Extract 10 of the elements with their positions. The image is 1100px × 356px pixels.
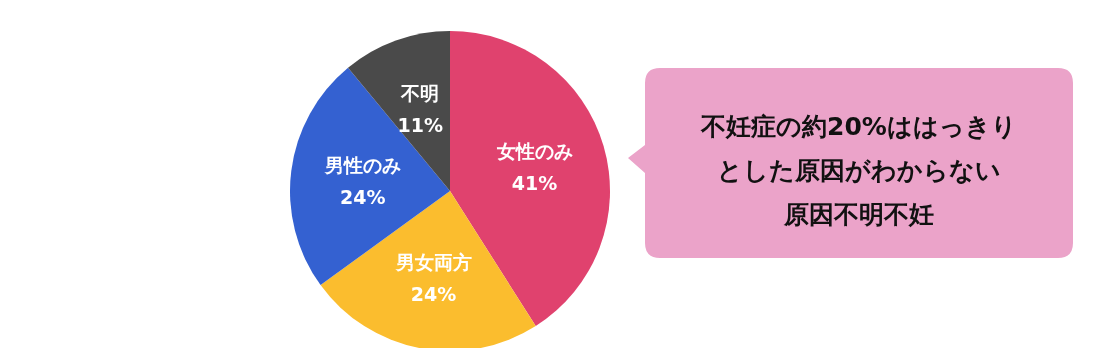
data-label: 24% [339,185,386,208]
slice-label: 男女両方 [394,251,472,274]
data-label: 41% [511,172,558,195]
data-label: 11% [397,114,443,137]
data-label: 24% [410,283,457,306]
slice-label: 不明 [400,82,440,105]
pie-slice [320,191,536,348]
slice-label: 男性のみ [323,153,401,176]
text: 不妊症の約20%ははっきりとした原因がわからない原因不明不妊 [700,112,1017,229]
slice-label: 女性のみ [495,140,573,163]
